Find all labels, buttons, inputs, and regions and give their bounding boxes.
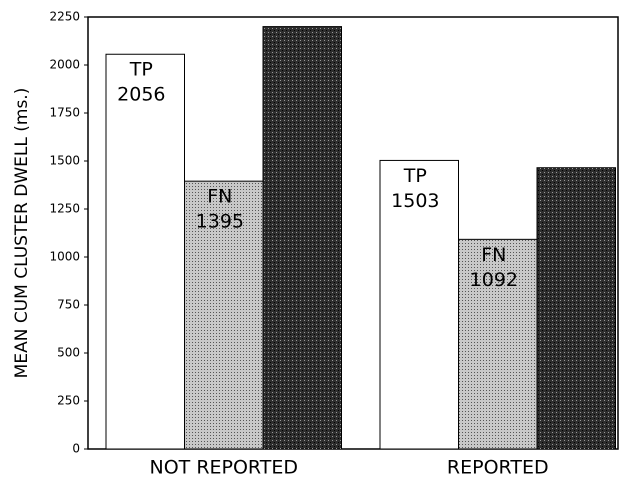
plot-frame <box>87 16 619 450</box>
value-label: 1503 <box>391 190 439 212</box>
y-tick-label: 2250 <box>49 10 80 24</box>
bar-texture <box>458 239 537 449</box>
value-label: 2056 <box>117 84 165 106</box>
y-tick-label: 500 <box>57 346 80 360</box>
y-tick-label: 1750 <box>49 106 80 120</box>
series-label: FN <box>481 244 506 266</box>
bar-texture <box>184 181 263 449</box>
bar <box>105 53 185 450</box>
bar <box>379 159 459 450</box>
value-label: 1395 <box>196 211 244 233</box>
y-tick-label: 0 <box>72 442 80 456</box>
series-label: TP <box>403 165 427 187</box>
series-label: TP <box>129 59 153 81</box>
y-tick-label: 250 <box>57 394 80 408</box>
value-label: 1092 <box>470 269 518 291</box>
x-tick-label: NOT REPORTED <box>150 457 299 479</box>
y-tick-label: 750 <box>57 298 80 312</box>
series-label: FN <box>207 186 232 208</box>
x-tick-label: REPORTED <box>447 457 549 479</box>
bar-texture <box>263 26 342 449</box>
y-tick-label: 1500 <box>49 154 80 168</box>
y-tick-label: 2000 <box>49 58 80 72</box>
bar-texture <box>537 167 616 449</box>
y-tick-label: 1000 <box>49 250 80 264</box>
y-axis-label: MEAN CUM CLUSTER DWELL (ms.) <box>12 88 32 379</box>
y-tick-label: 1250 <box>49 202 80 216</box>
